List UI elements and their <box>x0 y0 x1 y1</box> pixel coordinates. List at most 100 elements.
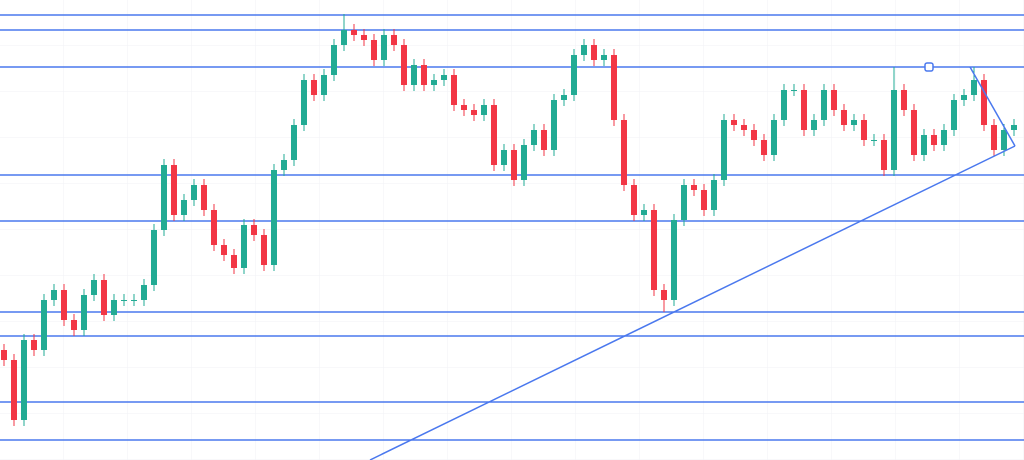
candle-body <box>711 180 717 210</box>
candle-body <box>301 80 307 125</box>
candle-body <box>121 300 127 301</box>
candle-body <box>281 160 287 170</box>
candle-body <box>961 95 967 100</box>
candle-body <box>941 130 947 145</box>
candle-body <box>341 30 347 45</box>
candle-body <box>891 90 897 170</box>
candle-body <box>951 100 957 130</box>
candle-body <box>151 230 157 285</box>
candle-body <box>381 35 387 60</box>
candle-body <box>641 210 647 215</box>
candle-body <box>311 80 317 95</box>
candle-body <box>261 235 267 265</box>
candle-body <box>1 350 7 360</box>
candle-body <box>491 105 497 165</box>
candle-body <box>591 45 597 60</box>
candle-body <box>1001 130 1007 150</box>
candle-body <box>881 140 887 170</box>
candle-body <box>991 125 997 150</box>
candle-body <box>741 125 747 130</box>
candle-body <box>511 150 517 180</box>
candle-body <box>251 225 257 235</box>
candle-body <box>791 90 797 91</box>
candle-body <box>131 300 137 301</box>
candle-body <box>271 170 277 265</box>
candle-body <box>981 80 987 125</box>
levels <box>0 14 1024 441</box>
candle-body <box>91 280 97 295</box>
candle-body <box>331 45 337 75</box>
trendline <box>969 66 1016 147</box>
candle-body <box>851 120 857 125</box>
candle-body <box>81 295 87 330</box>
candle-body <box>671 220 677 300</box>
candle-body <box>401 45 407 85</box>
candle-body <box>41 300 47 350</box>
candle-body <box>441 75 447 80</box>
candles <box>1 14 1017 426</box>
candle-body <box>521 145 527 180</box>
candle-body <box>861 120 867 140</box>
candle-body <box>31 340 37 350</box>
candle-body <box>901 90 907 110</box>
candle-body <box>181 200 187 215</box>
candle-body <box>921 135 927 155</box>
candle-body <box>21 340 27 420</box>
candle-body <box>161 165 167 230</box>
candle-body <box>771 120 777 155</box>
candle-body <box>531 130 537 145</box>
candle-body <box>781 90 787 120</box>
candle-body <box>71 320 77 330</box>
candle-body <box>621 120 627 185</box>
candle-body <box>971 80 977 95</box>
candle-body <box>171 165 177 215</box>
candle-body <box>751 130 757 140</box>
candle-body <box>431 80 437 85</box>
candle-body <box>761 140 767 155</box>
candle-body <box>841 110 847 125</box>
candle-body <box>371 40 377 60</box>
candle-body <box>101 280 107 315</box>
candle-body <box>551 100 557 150</box>
candle-body <box>661 290 667 300</box>
candle-body <box>811 120 817 130</box>
candle-body <box>451 75 457 105</box>
candle-body <box>51 290 57 300</box>
candle-body <box>831 90 837 110</box>
drawing-handle[interactable] <box>924 62 934 72</box>
candle-body <box>471 110 477 115</box>
candle-body <box>601 55 607 60</box>
candle-body <box>911 110 917 155</box>
candle-body <box>731 120 737 125</box>
candle-body <box>561 95 567 100</box>
candle-body <box>291 125 297 160</box>
candle-body <box>391 35 397 45</box>
candle-body <box>501 150 507 165</box>
candle-body <box>61 290 67 320</box>
candle-body <box>721 120 727 180</box>
candle-body <box>421 65 427 85</box>
candle-body <box>691 185 697 190</box>
candle-body <box>571 55 577 95</box>
candle-body <box>701 190 707 210</box>
candle-body <box>481 105 487 115</box>
candle-body <box>461 105 467 110</box>
candle-body <box>651 210 657 290</box>
candle-body <box>541 130 547 150</box>
candle-body <box>321 75 327 95</box>
candle-body <box>411 65 417 85</box>
candle-body <box>221 245 227 255</box>
candle-body <box>111 300 117 315</box>
candle-body <box>201 185 207 210</box>
candle-body <box>231 255 237 268</box>
candle-body <box>11 360 17 420</box>
candle-body <box>241 225 247 268</box>
candle-body <box>801 90 807 130</box>
candle-body <box>821 90 827 120</box>
candle-body <box>211 210 217 245</box>
candle-body <box>611 55 617 120</box>
candle-body <box>351 30 357 35</box>
trendlines <box>369 66 1016 460</box>
